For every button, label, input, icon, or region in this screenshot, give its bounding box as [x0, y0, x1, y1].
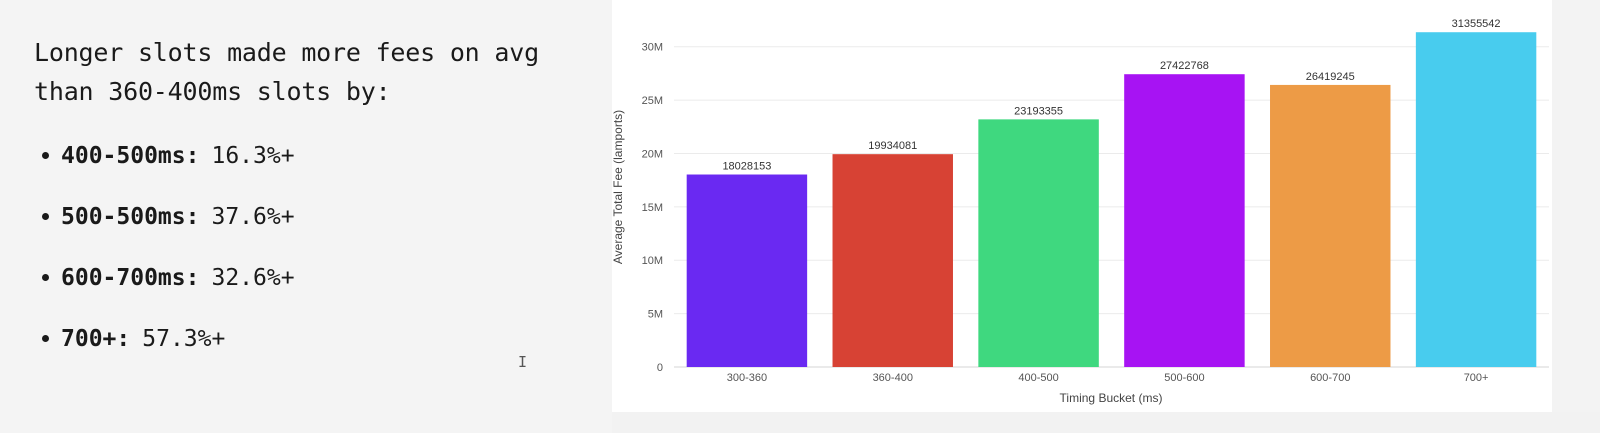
data-label: 26419245 — [1306, 71, 1355, 83]
x-tick-label: 300-360 — [727, 372, 767, 384]
y-tick-label: 25M — [642, 95, 663, 107]
x-tick-label: 700+ — [1464, 372, 1489, 384]
x-axis-ticks: 300-360 360-400 400-500 500-600 600-700 700+ — [727, 372, 1489, 384]
bar-700+ — [1415, 32, 1537, 367]
chart-panel-edge — [1552, 0, 1600, 412]
bar-chart: 0 5M 10M 15M 20M 25M 30M 18028153 19934081 23193… — [612, 0, 1600, 412]
bullet-label: 600-700ms: — [61, 264, 200, 291]
x-tick-label: 600-700 — [1310, 372, 1350, 384]
data-label: 27422768 — [1160, 60, 1209, 72]
bullet-value: 32.6%+ — [211, 264, 295, 291]
bullet-value: 57.3%+ — [142, 325, 226, 352]
data-labels-layer: 18028153 19934081 23193355 27422768 26419245… — [722, 18, 1500, 172]
y-tick-label: 15M — [642, 202, 663, 214]
chart-panel: 0 5M 10M 15M 20M 25M 30M 18028153 19934081 23193… — [612, 0, 1600, 433]
y-tick-label: 0 — [657, 362, 663, 374]
slide-text-panel: Longer slots made more fees on avg than … — [0, 0, 612, 433]
data-label: 23193355 — [1014, 105, 1063, 117]
bar-500-600 — [1124, 74, 1245, 367]
bullet-dot-icon — [42, 213, 49, 220]
bullet-dot-icon — [42, 335, 49, 342]
y-tick-label: 30M — [642, 42, 663, 54]
x-tick-label: 360-400 — [873, 372, 913, 384]
y-tick-label: 20M — [642, 148, 663, 160]
y-axis-title: Average Total Fee (lamports) — [612, 110, 625, 264]
bullet-value: 16.3%+ — [211, 142, 295, 169]
bullet-item: 500-500ms: 37.6%+ — [42, 186, 295, 247]
bullet-item: 700+: 57.3%+ — [42, 308, 295, 369]
y-axis-ticks: 0 5M 10M 15M 20M 25M 30M — [642, 42, 663, 374]
data-label: 31355542 — [1452, 18, 1501, 30]
bullet-label: 700+: — [61, 325, 131, 352]
bullet-label: 400-500ms: — [61, 142, 200, 169]
bullet-list: 400-500ms: 16.3%+ 500-500ms: 37.6%+ 600-… — [42, 125, 295, 369]
bar-300-360 — [686, 174, 808, 367]
bullet-dot-icon — [42, 274, 49, 281]
bullet-value: 37.6%+ — [211, 203, 295, 230]
bars-layer — [686, 32, 1537, 367]
bullet-item: 400-500ms: 16.3%+ — [42, 125, 295, 186]
data-label: 18028153 — [722, 161, 771, 173]
x-axis-title: Timing Bucket (ms) — [1060, 391, 1163, 405]
y-tick-label: 10M — [642, 255, 663, 267]
x-tick-label: 500-600 — [1164, 372, 1204, 384]
text-cursor-icon: I — [518, 353, 528, 371]
slide-headline: Longer slots made more fees on avg than … — [34, 38, 539, 106]
bullet-label: 500-500ms: — [61, 203, 200, 230]
bullet-dot-icon — [42, 152, 49, 159]
y-tick-label: 5M — [648, 309, 663, 321]
data-label: 19934081 — [868, 140, 917, 152]
bullet-item: 600-700ms: 32.6%+ — [42, 247, 295, 308]
grid-layer — [674, 46, 1549, 368]
bar-400-500 — [978, 119, 1099, 367]
bar-600-700 — [1270, 84, 1391, 367]
bar-360-400 — [832, 154, 953, 367]
x-tick-label: 400-500 — [1018, 372, 1058, 384]
